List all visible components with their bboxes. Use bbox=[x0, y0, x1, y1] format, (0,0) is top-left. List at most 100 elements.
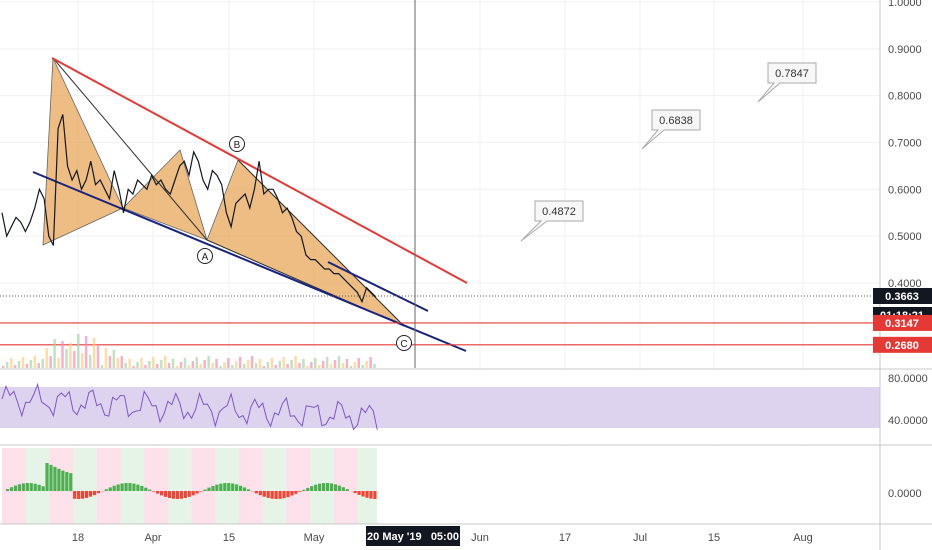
macd-bar bbox=[227, 483, 231, 491]
macd-bar bbox=[310, 486, 314, 491]
time-axis-label: Jul bbox=[633, 532, 647, 544]
volume-bar bbox=[191, 361, 195, 368]
macd-bar bbox=[81, 491, 85, 499]
macd-histogram bbox=[2, 448, 378, 524]
volume-bar bbox=[183, 358, 187, 368]
wave-label-circle[interactable] bbox=[396, 335, 412, 351]
macd-bar bbox=[156, 491, 160, 494]
price-series-line bbox=[1, 114, 377, 304]
volume-bar bbox=[179, 362, 183, 368]
macd-bar bbox=[148, 489, 152, 491]
horizontal-levels bbox=[0, 322, 880, 346]
macd-background bbox=[179, 448, 184, 524]
volume-bar bbox=[61, 341, 64, 368]
macd-background bbox=[365, 448, 370, 524]
time-axis-label: Jun bbox=[471, 532, 489, 544]
wedge-upper-line[interactable] bbox=[327, 261, 429, 312]
macd-bar bbox=[231, 483, 235, 491]
macd-background bbox=[369, 448, 374, 524]
volume-bar bbox=[314, 358, 317, 368]
volume-bar bbox=[341, 363, 345, 368]
macd-bar bbox=[112, 485, 116, 491]
macd-bar bbox=[270, 491, 274, 499]
volume-bar bbox=[262, 366, 266, 368]
macd-bar bbox=[53, 466, 57, 491]
volume-bar bbox=[373, 364, 376, 368]
wave-label-circle[interactable] bbox=[197, 248, 213, 264]
volume-bar bbox=[160, 360, 163, 368]
macd-background bbox=[294, 448, 299, 524]
harmonic-leg bbox=[237, 159, 405, 327]
macd-bar bbox=[254, 491, 258, 494]
volume-bar bbox=[81, 353, 84, 368]
macd-background bbox=[152, 448, 157, 524]
macd-bar bbox=[25, 483, 29, 491]
macd-background bbox=[77, 448, 81, 524]
macd-bar bbox=[92, 491, 97, 496]
volume-bar bbox=[132, 366, 135, 368]
macd-background bbox=[191, 448, 196, 524]
wave-label-circle[interactable] bbox=[229, 136, 245, 152]
macd-bar bbox=[357, 491, 361, 495]
rsi-axis[interactable]: 80.0000 40.0000 bbox=[888, 373, 928, 427]
volume-bar bbox=[242, 364, 246, 368]
rsi-band bbox=[0, 387, 880, 428]
macd-background bbox=[100, 448, 105, 524]
volume-bar bbox=[345, 359, 349, 368]
price-axis[interactable]: 1.0000 0.9000 0.8000 0.7000 0.6000 0.5000 0.40… bbox=[888, 0, 922, 290]
level-tag-text: 0.3147 bbox=[885, 318, 919, 330]
macd-bar bbox=[175, 491, 179, 499]
volume-bar bbox=[112, 350, 116, 368]
volume-bar bbox=[207, 356, 210, 368]
price-axis-label: 1.0000 bbox=[888, 0, 922, 9]
macd-bar bbox=[314, 484, 318, 491]
time-axis-label: 17 bbox=[559, 532, 571, 544]
volume-bar bbox=[333, 360, 337, 368]
macd-pane[interactable] bbox=[0, 446, 880, 524]
volume-bar bbox=[29, 360, 33, 368]
macd-background bbox=[81, 448, 85, 524]
macd-background bbox=[167, 448, 172, 524]
volume-bar bbox=[227, 358, 230, 368]
macd-background bbox=[250, 448, 255, 524]
volume-bar bbox=[325, 357, 329, 368]
macd-background bbox=[246, 448, 251, 524]
macd-background bbox=[262, 448, 267, 524]
macd-background bbox=[373, 448, 378, 524]
support-trendline[interactable] bbox=[32, 171, 467, 352]
volume-bar bbox=[187, 365, 191, 368]
macd-background bbox=[258, 448, 263, 524]
macd-background bbox=[2, 448, 6, 524]
volume-bar bbox=[136, 362, 139, 368]
volume-bar bbox=[41, 359, 44, 368]
rsi-axis-label: 80.0000 bbox=[888, 373, 928, 385]
price-callout[interactable] bbox=[641, 109, 701, 150]
macd-bar bbox=[282, 491, 286, 499]
macd-background bbox=[270, 448, 275, 524]
volume-bar bbox=[175, 366, 179, 368]
volume-bar bbox=[140, 358, 143, 368]
macd-background bbox=[144, 448, 149, 524]
price-callout[interactable] bbox=[520, 200, 584, 242]
price-callout-text: 0.6838 bbox=[659, 115, 693, 127]
macd-bar bbox=[318, 483, 322, 491]
macd-background bbox=[310, 448, 315, 524]
volume-bar bbox=[203, 360, 206, 368]
macd-background bbox=[306, 448, 311, 524]
rsi-axis-label: 40.0000 bbox=[888, 415, 928, 427]
macd-axis[interactable]: 0.0000 bbox=[888, 488, 922, 500]
macd-bar bbox=[191, 491, 195, 496]
time-axis[interactable]: 18 Apr 15 May Jun 17 Jul 15 Aug bbox=[72, 532, 813, 544]
macd-bar bbox=[29, 483, 33, 491]
macd-bar bbox=[13, 485, 18, 491]
harmonic-triangle bbox=[42, 57, 124, 246]
volume-bar bbox=[128, 359, 131, 368]
macd-background bbox=[286, 448, 291, 524]
level-tags: 0.3147 0.2680 bbox=[873, 314, 932, 353]
resistance-trendline[interactable] bbox=[51, 57, 468, 284]
macd-bar bbox=[77, 491, 81, 499]
price-pane[interactable] bbox=[0, 0, 880, 368]
price-callout[interactable] bbox=[757, 62, 817, 103]
volume-bar bbox=[73, 351, 76, 368]
